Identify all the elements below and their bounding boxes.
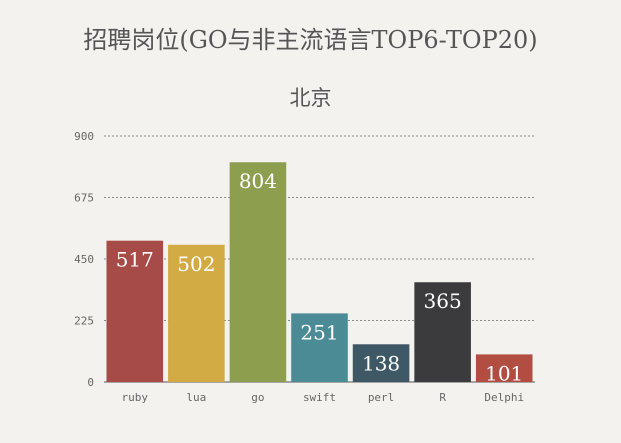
y-tick-label: 0 xyxy=(87,376,94,389)
x-tick-label: go xyxy=(251,391,264,404)
data-label: 365 xyxy=(424,289,462,313)
bar-go xyxy=(229,162,287,382)
x-tick-label: ruby xyxy=(122,391,149,404)
y-tick-label: 225 xyxy=(74,315,94,328)
bar-ruby xyxy=(106,240,164,382)
x-tick-label: R xyxy=(439,391,446,404)
bar-Delphi xyxy=(475,354,533,382)
data-label: 138 xyxy=(362,351,400,375)
bar-R xyxy=(414,282,471,382)
bar-swift xyxy=(291,313,348,382)
data-label: 251 xyxy=(300,320,338,344)
x-tick-label: Delphi xyxy=(484,391,524,404)
bar-lua xyxy=(168,244,225,382)
y-tick-label: 675 xyxy=(74,192,94,205)
y-tick-label: 900 xyxy=(74,130,94,143)
bar-perl xyxy=(352,344,410,382)
y-tick-label: 450 xyxy=(74,253,94,266)
data-label: 101 xyxy=(485,361,523,385)
data-label: 804 xyxy=(239,169,277,193)
chart-title: 招聘岗位(GO与非主流语言TOP6-TOP20) xyxy=(83,26,538,54)
x-tick-label: lua xyxy=(186,391,206,404)
chart-subtitle: 北京 xyxy=(289,86,332,110)
data-label: 502 xyxy=(177,252,215,276)
x-tick-label: swift xyxy=(303,391,336,404)
data-label: 517 xyxy=(116,248,154,272)
x-tick-label: perl xyxy=(368,391,395,404)
